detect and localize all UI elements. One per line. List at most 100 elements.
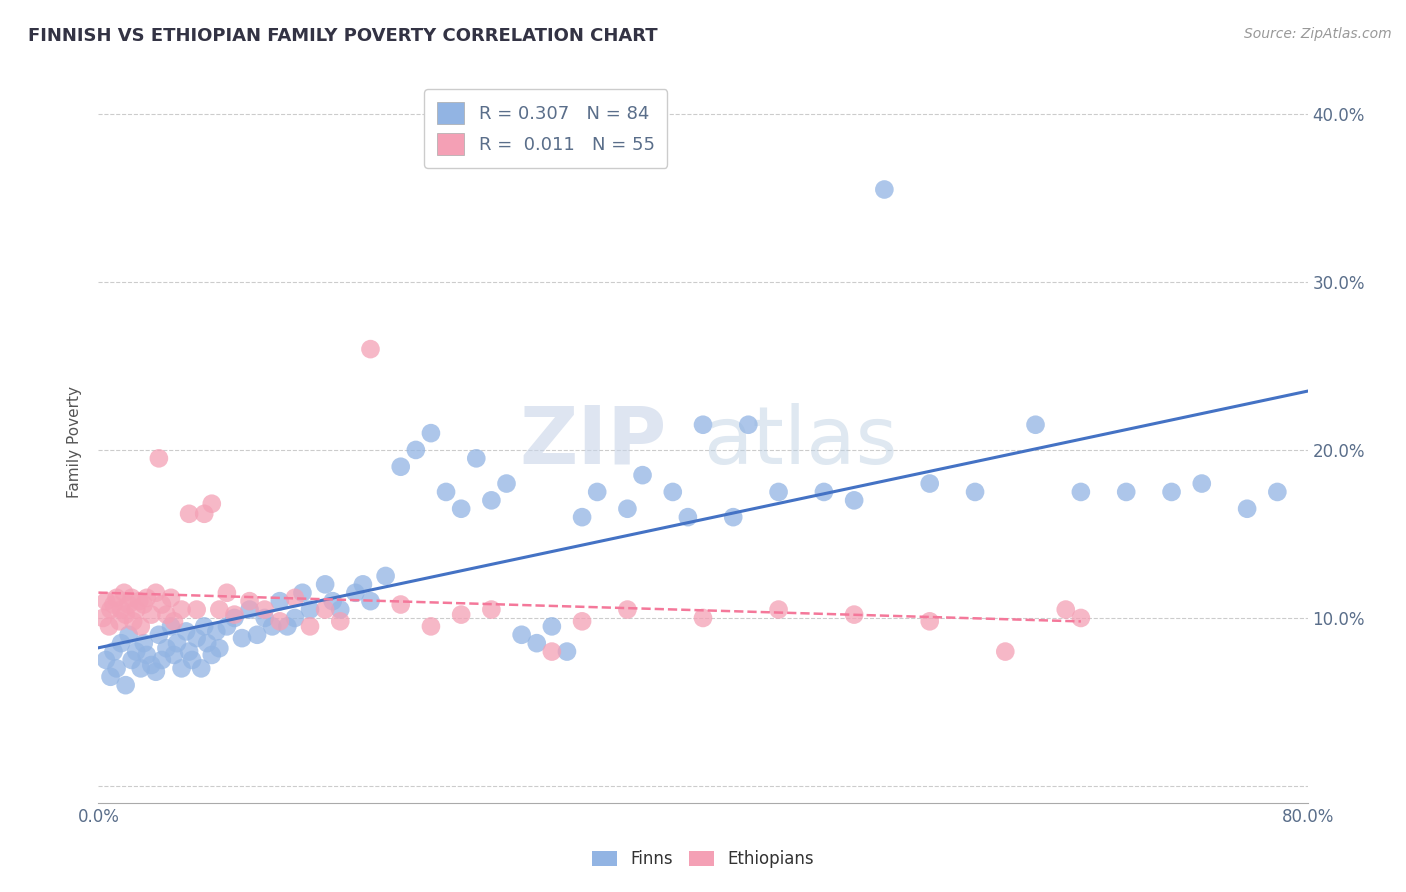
Point [1267, 485, 1289, 500]
Point [276, 619, 298, 633]
Point [526, 636, 548, 650]
Point [224, 607, 246, 622]
Point [110, 602, 132, 616]
Point [405, 442, 427, 457]
Point [450, 501, 472, 516]
Point [179, 507, 201, 521]
Text: atlas: atlas [703, 402, 897, 481]
Point [631, 468, 654, 483]
Point [253, 611, 276, 625]
Point [918, 476, 941, 491]
Point [141, 607, 163, 622]
Point [91, 611, 114, 625]
Point [768, 485, 790, 500]
Point [193, 619, 215, 633]
Point [262, 619, 284, 633]
Point [163, 648, 186, 662]
Legend: R = 0.307   N = 84, R =  0.011   N = 55: R = 0.307 N = 84, R = 0.011 N = 55 [425, 89, 668, 168]
Point [360, 342, 382, 356]
Legend: Finns, Ethiopians: Finns, Ethiopians [585, 844, 821, 875]
Point [98, 619, 121, 633]
Point [186, 602, 208, 616]
Point [284, 611, 307, 625]
Point [616, 602, 638, 616]
Point [616, 501, 638, 516]
Point [965, 485, 987, 500]
Point [201, 497, 224, 511]
Point [1191, 476, 1213, 491]
Point [170, 661, 193, 675]
Point [135, 591, 157, 605]
Point [155, 641, 177, 656]
Point [1115, 485, 1137, 500]
Point [540, 619, 562, 633]
Point [208, 602, 231, 616]
Point [676, 510, 699, 524]
Point [389, 598, 412, 612]
Point [181, 653, 204, 667]
Point [103, 644, 125, 658]
Point [420, 426, 443, 441]
Point [160, 619, 183, 633]
Point [195, 636, 218, 650]
Point [844, 607, 866, 622]
Point [1070, 485, 1092, 500]
Point [571, 615, 593, 629]
Point [179, 644, 201, 658]
Point [495, 476, 517, 491]
Point [692, 611, 714, 625]
Point [145, 586, 167, 600]
Y-axis label: Family Poverty: Family Poverty [67, 385, 83, 498]
Point [231, 631, 253, 645]
Point [1024, 417, 1046, 432]
Point [918, 615, 941, 629]
Point [224, 611, 246, 625]
Point [246, 628, 269, 642]
Point [389, 459, 412, 474]
Point [1054, 602, 1077, 616]
Point [873, 182, 896, 196]
Point [481, 602, 503, 616]
Point [555, 644, 578, 658]
Point [360, 594, 382, 608]
Point [420, 619, 443, 633]
Point [150, 653, 173, 667]
Point [239, 594, 262, 608]
Point [994, 644, 1017, 658]
Point [201, 648, 224, 662]
Point [160, 591, 183, 605]
Point [121, 591, 143, 605]
Point [155, 607, 177, 622]
Point [1236, 501, 1258, 516]
Point [269, 594, 291, 608]
Point [510, 628, 533, 642]
Point [118, 628, 141, 642]
Point [148, 628, 170, 642]
Point [105, 591, 128, 605]
Point [1160, 485, 1182, 500]
Point [291, 586, 314, 600]
Point [132, 598, 155, 612]
Point [208, 641, 231, 656]
Point [434, 485, 457, 500]
Point [114, 678, 136, 692]
Point [571, 510, 593, 524]
Point [118, 598, 141, 612]
Point [269, 615, 291, 629]
Point [174, 624, 197, 639]
Point [110, 636, 132, 650]
Point [322, 594, 344, 608]
Point [170, 602, 193, 616]
Text: ZIP: ZIP [519, 402, 666, 481]
Point [190, 661, 212, 675]
Point [128, 594, 150, 608]
Point [374, 569, 396, 583]
Point [129, 661, 152, 675]
Point [112, 586, 135, 600]
Point [105, 661, 128, 675]
Point [299, 619, 322, 633]
Point [1070, 611, 1092, 625]
Point [186, 631, 208, 645]
Point [540, 644, 562, 658]
Point [163, 615, 186, 629]
